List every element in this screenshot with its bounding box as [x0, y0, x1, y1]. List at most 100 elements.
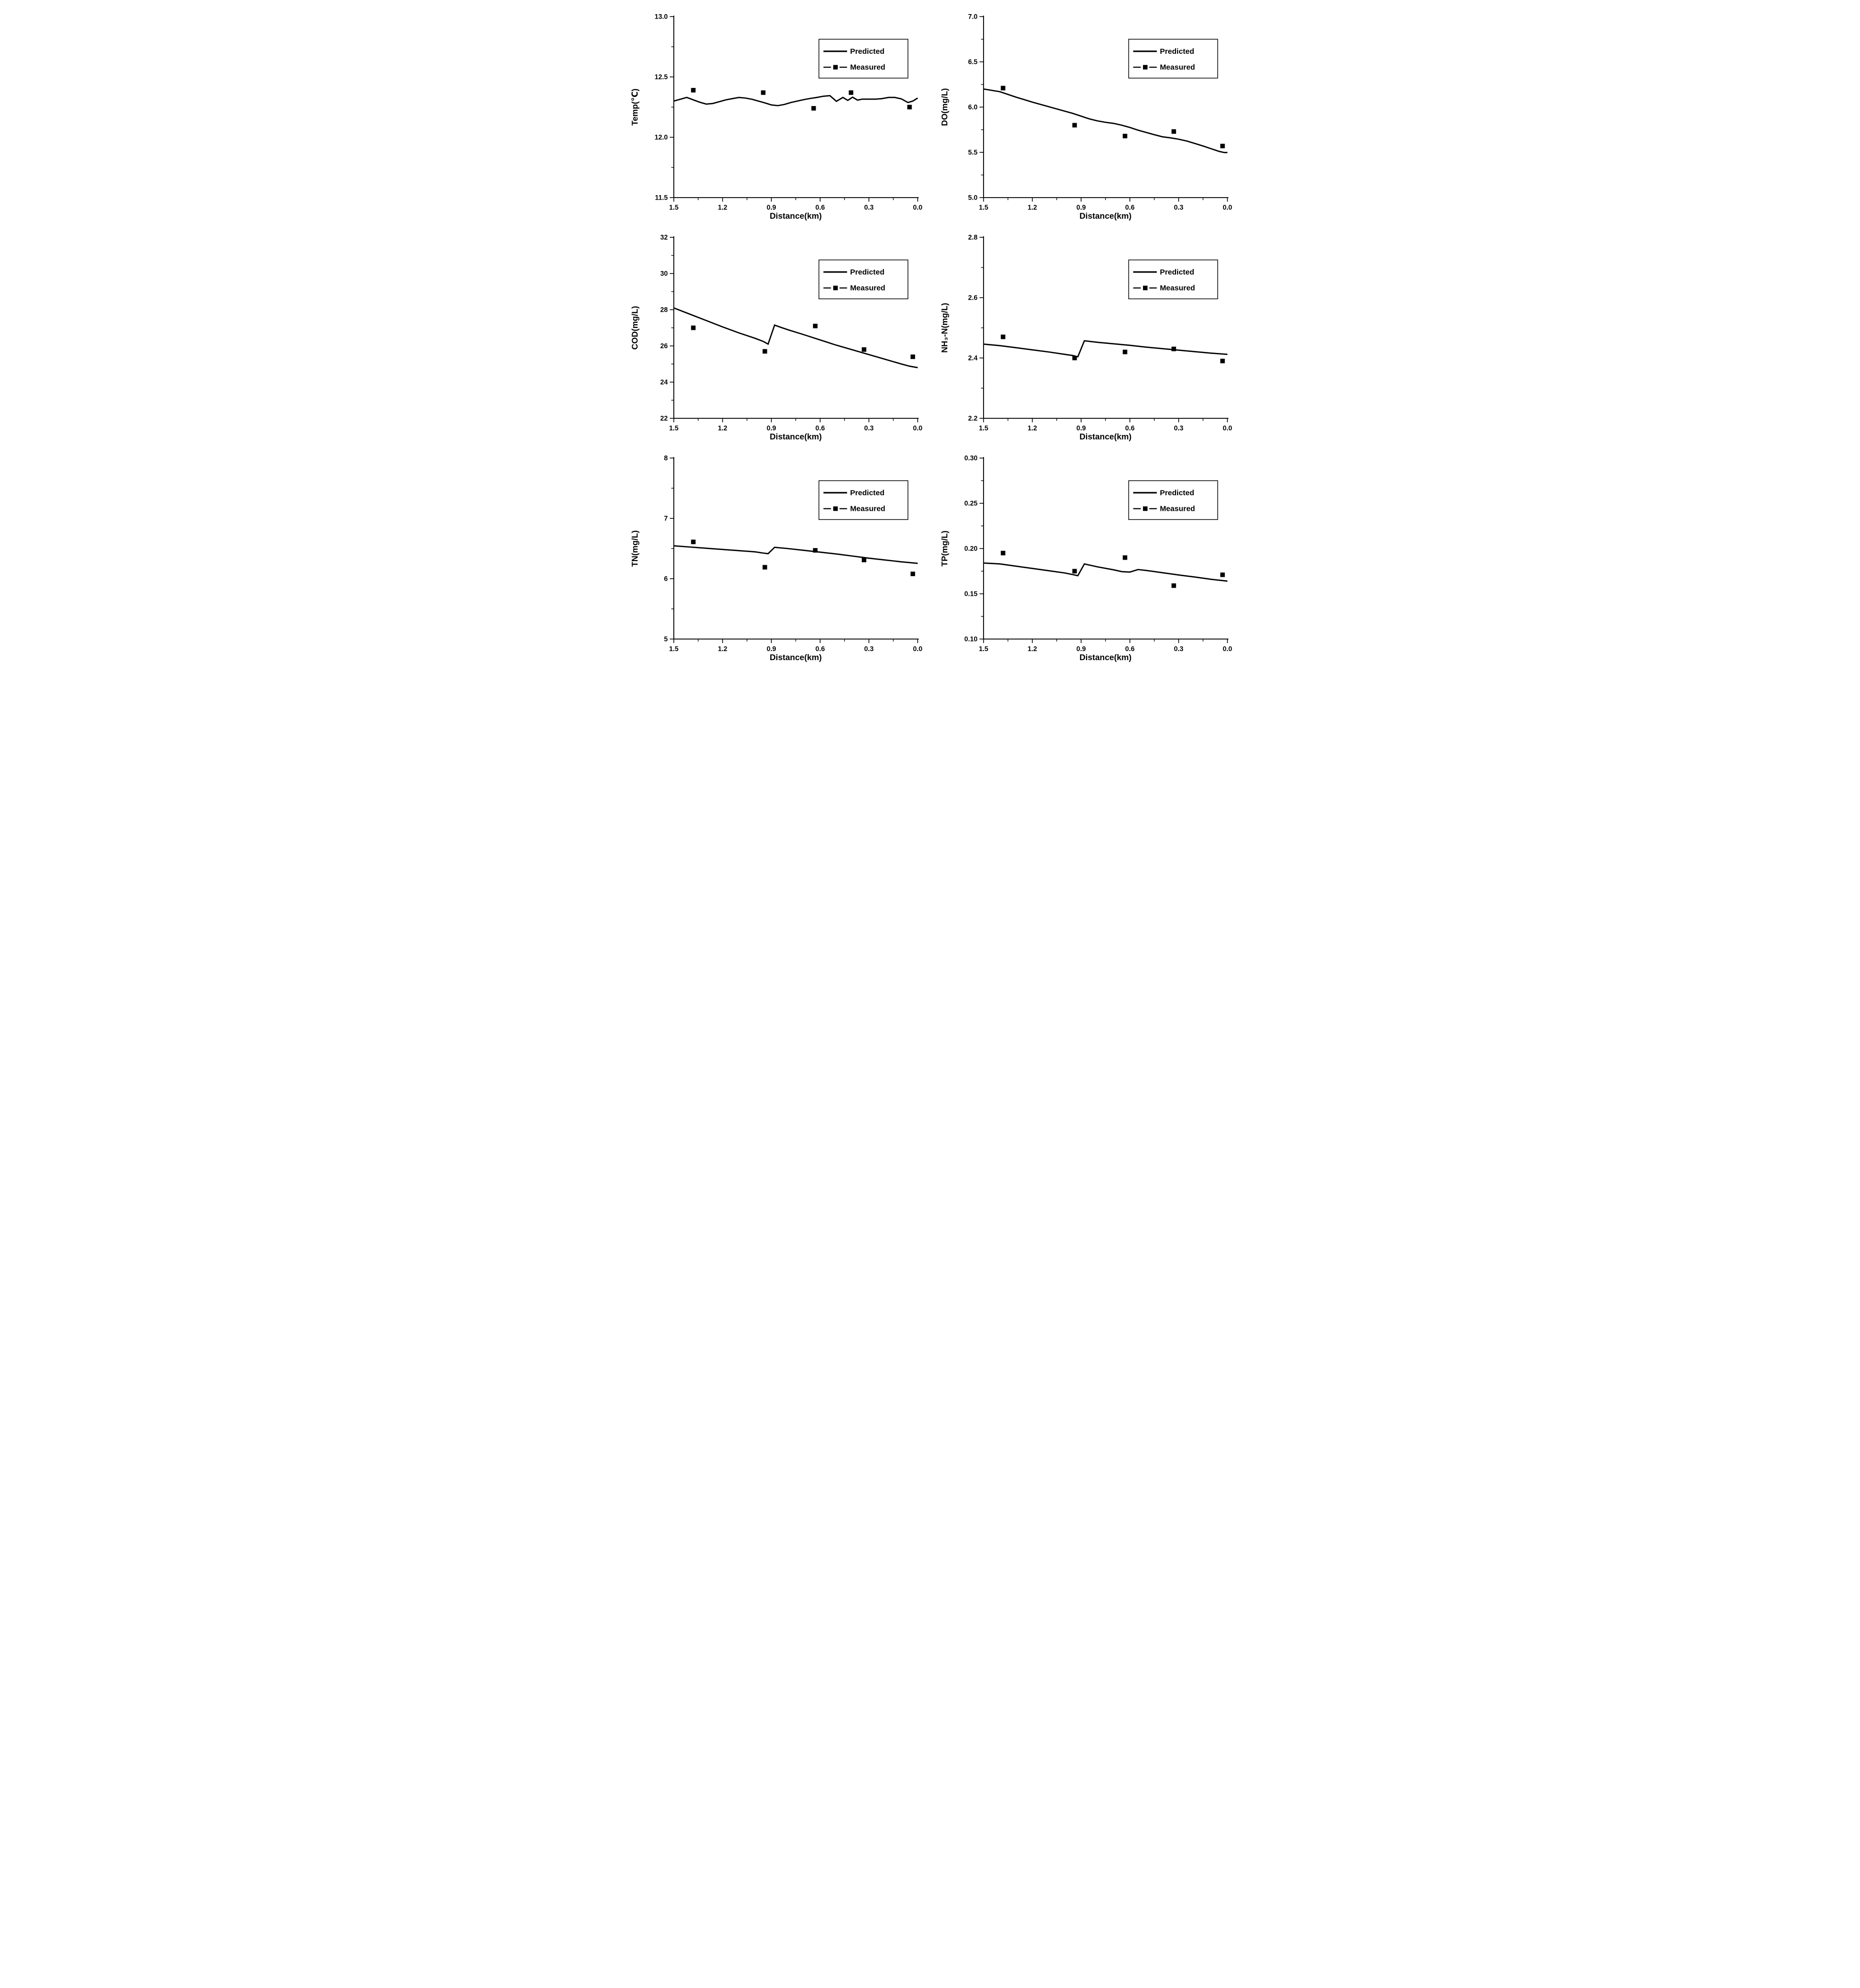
cod-chart: 1.5 1.2 0.9 0.6 0.3 0.0 22 24 26 28 30 32 Distance(k… [620, 221, 930, 441]
y-tick-label: 2.6 [968, 294, 978, 302]
measured-point [811, 106, 816, 111]
x-tick-label: 1.5 [979, 645, 989, 653]
y-tick-label: 2.2 [968, 415, 978, 422]
y-axis-label: Temp(℃) [631, 88, 640, 126]
measured-point [762, 349, 767, 354]
measured-point [848, 90, 853, 95]
measured-point [910, 354, 915, 359]
y-tick-label: 22 [660, 415, 668, 422]
legend-measured-marker-sample [833, 286, 838, 291]
x-tick-label: 1.5 [669, 204, 679, 211]
x-tick-label: 0.9 [767, 204, 776, 211]
legend-measured-label: Measured [850, 63, 885, 72]
legend-measured-marker-sample [833, 506, 838, 511]
y-tick-label: 0.15 [964, 590, 978, 598]
measured-point [1072, 569, 1077, 574]
measured-point [813, 548, 818, 553]
x-tick-label: 0.3 [1174, 645, 1184, 653]
legend-box [818, 480, 909, 520]
y-tick-label: 12.5 [655, 73, 668, 81]
x-axis-label: Distance(km) [1080, 653, 1132, 662]
y-tick-label: 32 [660, 234, 668, 241]
y-tick-label: 13.0 [655, 13, 668, 21]
legend-measured-marker-sample [833, 65, 838, 70]
legend: Predicted Measured [818, 480, 909, 520]
y-tick-label: 0.10 [964, 636, 978, 643]
predicted-line [673, 307, 918, 369]
do-chart: 1.5 1.2 0.9 0.6 0.3 0.0 5.0 5.5 6.0 6.5 7.0 Distanc… [930, 0, 1239, 221]
y-tick-label: 24 [660, 379, 668, 386]
measured-point [861, 558, 866, 563]
x-tick-label: 1.5 [979, 204, 989, 211]
y-axis-label: TP(mg/L) [940, 530, 949, 567]
legend-predicted-label: Predicted [1160, 47, 1194, 56]
measured-point [1001, 551, 1006, 556]
x-tick-label: 0.3 [864, 424, 874, 432]
predicted-line [983, 340, 1228, 358]
legend-predicted-label: Predicted [1160, 268, 1194, 277]
tp-chart: 1.5 1.2 0.9 0.6 0.3 0.0 0.10 0.15 0.20 0.25 0.30 Di… [930, 441, 1239, 662]
x-tick-label: 0.0 [913, 645, 923, 653]
water-quality-figure: 1.5 1.2 0.9 0.6 0.3 0.0 11.5 12.0 12.5 13.0 Distan… [620, 0, 1240, 663]
legend-box [1128, 39, 1218, 79]
x-tick-label: 0.0 [1223, 204, 1232, 211]
y-tick-label: 5 [664, 636, 668, 643]
legend-predicted-label: Predicted [850, 489, 884, 497]
x-axis-label: Distance(km) [1080, 432, 1132, 441]
chart-nh3n-panel: 1.5 1.2 0.9 0.6 0.3 0.0 2.2 2.4 2.6 2.8 Distance(k… [930, 221, 1239, 441]
x-axis-label: Distance(km) [770, 653, 822, 662]
x-tick-label: 1.2 [1028, 424, 1037, 432]
legend-predicted-label: Predicted [1160, 489, 1194, 497]
predicted-line [983, 88, 1227, 153]
y-tick-label: 7.0 [968, 13, 978, 21]
legend-measured-label: Measured [1160, 63, 1195, 72]
y-tick-label: 5.0 [968, 194, 978, 202]
x-tick-label: 0.6 [816, 645, 825, 653]
x-tick-label: 0.0 [913, 204, 923, 211]
measured-point [691, 539, 696, 545]
x-axis-label: Distance(km) [1080, 212, 1132, 221]
x-tick-label: 1.5 [669, 424, 679, 432]
y-tick-label: 28 [660, 306, 668, 314]
x-axis-label: Distance(km) [770, 212, 822, 221]
legend: Predicted Measured [818, 39, 909, 79]
y-tick-label: 6 [664, 575, 668, 583]
legend-measured-label: Measured [850, 284, 885, 293]
y-tick-label: 11.5 [655, 194, 668, 202]
measured-point [1171, 129, 1176, 134]
y-tick-label: 30 [660, 270, 668, 278]
x-tick-label: 0.6 [816, 204, 825, 211]
x-tick-label: 0.9 [767, 424, 776, 432]
measured-point [691, 325, 696, 330]
x-tick-label: 0.0 [913, 424, 923, 432]
legend: Predicted Measured [1128, 259, 1218, 300]
tp-chart-background [930, 441, 1239, 662]
measured-point [1072, 355, 1077, 360]
x-tick-label: 0.9 [1077, 645, 1086, 653]
x-axis-label: Distance(km) [770, 432, 822, 441]
y-axis-label: NH₃-N(mg/L) [940, 303, 949, 352]
legend-measured-marker-sample [1143, 65, 1148, 70]
measured-point [1220, 358, 1225, 364]
x-tick-label: 1.5 [669, 645, 679, 653]
tn-chart-background [620, 441, 930, 662]
measured-point [1122, 555, 1127, 560]
measured-point [1001, 334, 1006, 339]
legend-measured-label: Measured [1160, 505, 1195, 513]
measured-point [1220, 572, 1225, 577]
legend-predicted-label: Predicted [850, 268, 884, 277]
measured-point [1171, 346, 1176, 351]
y-tick-label: 12.0 [655, 134, 668, 141]
legend-box [818, 259, 909, 300]
cod-chart-background [620, 221, 930, 441]
measured-point [861, 347, 866, 352]
y-tick-label: 0.25 [964, 500, 978, 507]
legend-measured-marker-sample [1143, 506, 1148, 511]
measured-point [1072, 123, 1077, 128]
legend-predicted-label: Predicted [850, 47, 884, 56]
legend: Predicted Measured [1128, 39, 1218, 79]
measured-point [761, 90, 766, 95]
x-tick-label: 0.6 [1125, 204, 1135, 211]
measured-point [1122, 349, 1127, 354]
x-tick-label: 0.3 [1174, 204, 1184, 211]
